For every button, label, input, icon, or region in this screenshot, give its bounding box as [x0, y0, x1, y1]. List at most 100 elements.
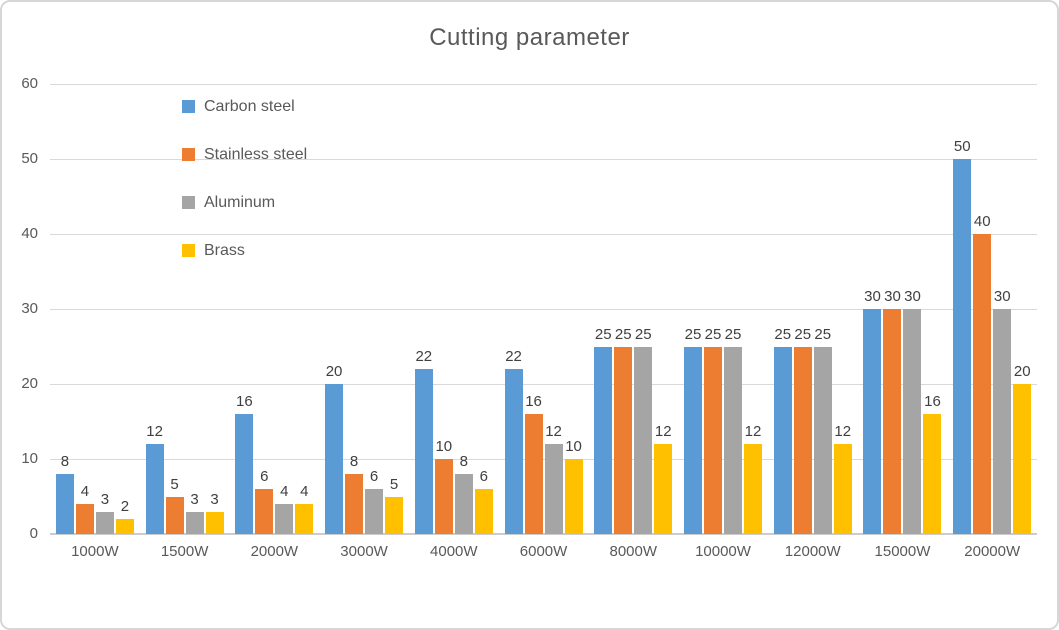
bar-value-label: 10: [565, 438, 582, 455]
legend-item-brass: Brass: [182, 242, 307, 290]
bar-value-label: 25: [774, 325, 792, 343]
bar-slot: 30: [863, 289, 882, 534]
bar-carbon-steel: [953, 159, 972, 534]
bar-value-label: 12: [744, 423, 762, 440]
bar-value-label: 6: [260, 468, 269, 485]
bar-slot: 25: [773, 326, 792, 534]
bar-brass: [1013, 384, 1032, 534]
bar-slot: 25: [684, 326, 702, 534]
gridline: [50, 84, 1037, 85]
bar-value-label: 22: [415, 348, 433, 365]
bar-slot: 22: [504, 349, 523, 534]
bar-stainless-steel: [165, 496, 184, 534]
bar-slot: 3: [185, 491, 204, 534]
bar-group-20000w: 50 40 30 20: [947, 84, 1037, 534]
bar-slot: 30: [903, 289, 922, 534]
bar-brass: [474, 489, 493, 534]
bar-value-label: 25: [724, 325, 742, 343]
bar-group-4000w: 22 10 8 6: [409, 84, 499, 534]
bar-value-label: 4: [300, 483, 309, 500]
chart-title: Cutting parameter: [429, 24, 630, 51]
y-tick-label: 40: [21, 225, 38, 242]
bar-value-label: 40: [973, 213, 991, 230]
bar-value-label: 25: [814, 325, 832, 343]
bar-slot: 25: [793, 326, 812, 534]
bar-value-label: 30: [904, 288, 921, 305]
bar-brass: [295, 504, 314, 534]
bar-value-label: 4: [280, 483, 289, 500]
bar-value-label: 4: [80, 483, 90, 500]
bar-slot: 25: [724, 326, 742, 534]
bar-slot: 22: [414, 349, 433, 534]
bar-slot: 4: [75, 484, 94, 534]
bar-value-label: 25: [684, 325, 702, 343]
bar-group-10000w: 25 25 25 12: [678, 84, 768, 534]
bar-brass: [744, 444, 762, 534]
bar-stainless-steel: [524, 414, 543, 534]
bar-slot: 16: [524, 394, 543, 534]
bar-slot: 30: [993, 289, 1012, 534]
bar-aluminum: [903, 309, 922, 534]
bar-brass: [833, 444, 852, 534]
bar-slot: 25: [634, 326, 653, 534]
bar-stainless-steel: [704, 346, 722, 534]
y-tick-label: 30: [21, 300, 38, 317]
bar-stainless-steel: [973, 234, 992, 534]
bar-stainless-steel: [75, 504, 94, 534]
bar-carbon-steel: [414, 369, 433, 534]
bar-value-label: 16: [525, 393, 542, 410]
bar-slot: 2: [115, 499, 134, 534]
gridline: [50, 309, 1037, 310]
bar-value-label: 10: [435, 438, 453, 455]
bar-slot: 12: [833, 424, 852, 534]
bar-carbon-steel: [55, 474, 74, 534]
bar-brass: [115, 519, 134, 534]
gridline: [50, 459, 1037, 460]
bar-carbon-steel: [863, 309, 882, 534]
bar-slot: 8: [345, 454, 364, 534]
x-tick-label-8000w: 8000W: [609, 543, 658, 560]
bar-brass: [923, 414, 942, 534]
bar-slot: 16: [923, 394, 942, 534]
bar-value-label: 5: [389, 475, 399, 493]
y-axis: 0 10 20 30 40 50 60: [2, 75, 40, 542]
bar-aluminum: [724, 346, 742, 534]
x-axis-line: [50, 533, 1037, 535]
bar-slot: 25: [614, 326, 633, 534]
bar-slot: 6: [365, 469, 384, 534]
legend-swatch-icon: [182, 148, 195, 161]
bars-row: 8 4 3 2 12 5 3 3 16 6 4 4 20 8 6 5 22 10 8 6 22 16 12 10 25 25 25 1…: [50, 84, 1037, 534]
bar-aluminum: [544, 444, 563, 534]
bar-value-label: 50: [953, 138, 971, 155]
bar-brass: [654, 444, 673, 534]
bar-value-label: 8: [60, 453, 70, 470]
bar-slot: 10: [434, 439, 453, 534]
gridline: [50, 384, 1037, 385]
bar-slot: 50: [953, 139, 972, 534]
bar-value-label: 30: [884, 288, 901, 305]
legend-label: Stainless steel: [204, 146, 308, 163]
bar-slot: 12: [145, 424, 164, 534]
bar-value-label: 3: [210, 490, 219, 508]
bar-slot: 40: [973, 214, 992, 534]
legend-item-aluminum: Aluminum: [182, 194, 307, 242]
bar-slot: 5: [165, 476, 184, 534]
bar-slot: 6: [255, 469, 274, 534]
bar-slot: 16: [235, 394, 254, 534]
bar-value-label: 12: [545, 423, 562, 440]
bar-brass: [385, 496, 404, 534]
legend-label: Carbon steel: [204, 98, 295, 115]
bar-slot: 5: [385, 476, 404, 534]
bar-value-label: 5: [170, 475, 179, 493]
bar-value-label: 30: [864, 288, 881, 305]
bar-value-label: 20: [1013, 363, 1031, 380]
x-tick-label-20000w: 20000W: [964, 543, 1021, 560]
bar-value-label: 30: [993, 288, 1011, 305]
bar-value-label: 22: [505, 348, 522, 365]
bar-slot: 20: [1013, 364, 1032, 534]
bar-aluminum: [275, 504, 294, 534]
bar-slot: 20: [325, 364, 344, 534]
bar-carbon-steel: [773, 346, 792, 534]
legend-swatch-icon: [182, 100, 195, 113]
